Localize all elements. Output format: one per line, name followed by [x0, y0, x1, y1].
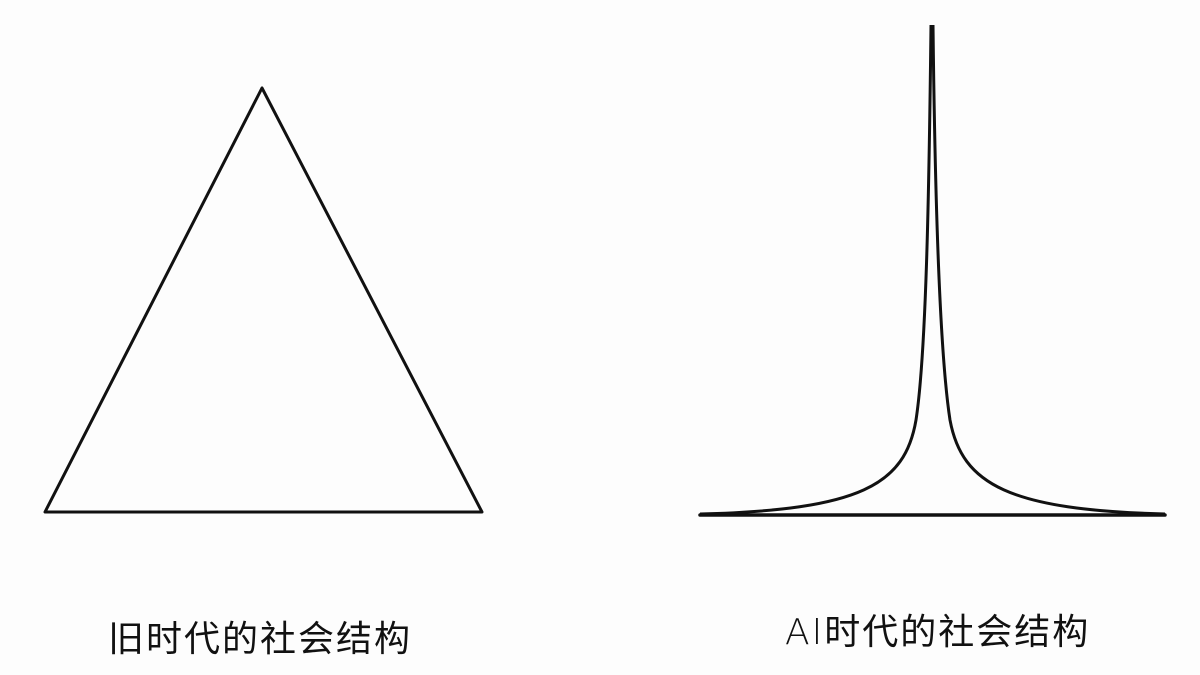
spike-right-curve — [931, 24, 1166, 516]
ai-era-caption: AI时代的社会结构 — [785, 612, 1091, 653]
triangle-shape — [43, 86, 484, 514]
old-era-caption: 旧时代的社会结构 — [108, 619, 413, 660]
spike-left-curve — [699, 24, 933, 516]
